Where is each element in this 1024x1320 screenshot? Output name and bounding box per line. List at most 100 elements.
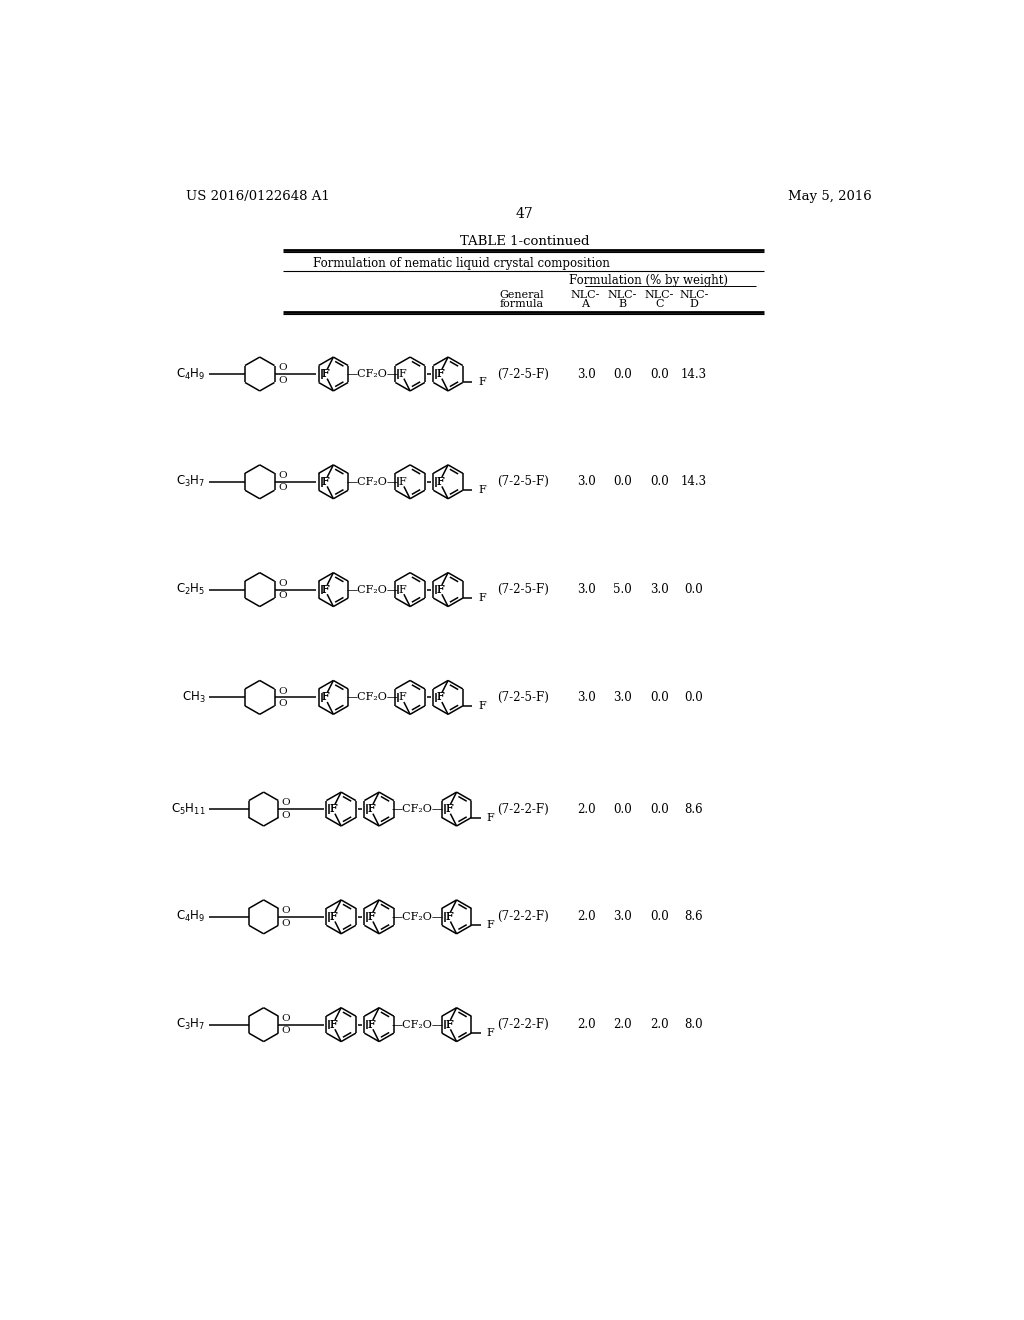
Text: 5.0: 5.0	[613, 583, 632, 597]
Text: TABLE 1-continued: TABLE 1-continued	[460, 235, 590, 248]
Text: F: F	[322, 585, 330, 594]
Text: F: F	[436, 693, 444, 702]
Text: D: D	[689, 298, 698, 309]
Text: B: B	[618, 298, 627, 309]
Text: F: F	[368, 1019, 375, 1030]
Text: F: F	[445, 912, 453, 921]
Text: O: O	[279, 471, 287, 480]
Text: Formulation of nematic liquid crystal composition: Formulation of nematic liquid crystal co…	[312, 256, 609, 269]
Text: $\mathregular{CH_3}$: $\mathregular{CH_3}$	[182, 690, 206, 705]
Text: $\mathregular{C_4H_9}$: $\mathregular{C_4H_9}$	[176, 909, 206, 924]
Text: 2.0: 2.0	[578, 911, 596, 924]
Text: O: O	[282, 799, 290, 808]
Text: O: O	[282, 1014, 290, 1023]
Text: formula: formula	[500, 298, 544, 309]
Text: F: F	[478, 378, 486, 388]
Text: 0.0: 0.0	[613, 367, 632, 380]
Text: (7-2-2-F): (7-2-2-F)	[498, 911, 549, 924]
Text: F: F	[322, 370, 330, 379]
Text: 3.0: 3.0	[613, 911, 632, 924]
Text: (7-2-2-F): (7-2-2-F)	[498, 803, 549, 816]
Text: 8.6: 8.6	[684, 803, 703, 816]
Text: (7-2-2-F): (7-2-2-F)	[498, 1018, 549, 1031]
Text: —CF₂O—: —CF₂O—	[346, 477, 398, 487]
Text: O: O	[282, 919, 290, 928]
Text: 0.0: 0.0	[650, 911, 669, 924]
Text: F: F	[322, 693, 330, 702]
Text: F: F	[398, 370, 407, 379]
Text: F: F	[330, 804, 337, 814]
Text: F: F	[486, 920, 495, 931]
Text: 0.0: 0.0	[650, 475, 669, 488]
Text: F: F	[486, 1028, 495, 1038]
Text: O: O	[279, 579, 287, 587]
Text: (7-2-5-F): (7-2-5-F)	[498, 367, 549, 380]
Text: A: A	[582, 298, 589, 309]
Text: O: O	[279, 363, 287, 372]
Text: F: F	[330, 912, 337, 921]
Text: F: F	[368, 912, 375, 921]
Text: O: O	[282, 810, 290, 820]
Text: F: F	[368, 804, 375, 814]
Text: (7-2-5-F): (7-2-5-F)	[498, 583, 549, 597]
Text: May 5, 2016: May 5, 2016	[788, 190, 872, 203]
Text: F: F	[398, 693, 407, 702]
Text: C: C	[655, 298, 664, 309]
Text: 3.0: 3.0	[578, 690, 596, 704]
Text: F: F	[330, 912, 337, 921]
Text: F: F	[398, 585, 407, 594]
Text: 14.3: 14.3	[681, 367, 707, 380]
Text: F: F	[368, 912, 375, 921]
Text: F: F	[436, 370, 444, 379]
Text: 2.0: 2.0	[578, 1018, 596, 1031]
Text: 2.0: 2.0	[578, 803, 596, 816]
Text: F: F	[478, 486, 486, 495]
Text: 47: 47	[516, 207, 534, 220]
Text: 2.0: 2.0	[650, 1018, 669, 1031]
Text: O: O	[279, 376, 287, 384]
Text: F: F	[445, 804, 453, 814]
Text: $\mathregular{C_4H_9}$: $\mathregular{C_4H_9}$	[176, 367, 206, 381]
Text: F: F	[478, 593, 486, 603]
Text: 3.0: 3.0	[578, 583, 596, 597]
Text: 3.0: 3.0	[650, 583, 669, 597]
Text: $\mathregular{C_5H_{11}}$: $\mathregular{C_5H_{11}}$	[171, 801, 206, 817]
Text: $\mathregular{C_3H_7}$: $\mathregular{C_3H_7}$	[176, 1018, 206, 1032]
Text: F: F	[322, 693, 330, 702]
Text: 0.0: 0.0	[650, 367, 669, 380]
Text: F: F	[322, 370, 330, 379]
Text: US 2016/0122648 A1: US 2016/0122648 A1	[186, 190, 330, 203]
Text: F: F	[330, 1019, 337, 1030]
Text: 3.0: 3.0	[578, 367, 596, 380]
Text: F: F	[322, 585, 330, 594]
Text: O: O	[282, 907, 290, 915]
Text: —CF₂O—: —CF₂O—	[346, 370, 398, 379]
Text: F: F	[445, 912, 453, 921]
Text: F: F	[436, 585, 444, 594]
Text: 8.0: 8.0	[684, 1018, 703, 1031]
Text: F: F	[436, 585, 444, 594]
Text: —CF₂O—: —CF₂O—	[392, 1019, 443, 1030]
Text: F: F	[486, 813, 495, 822]
Text: O: O	[279, 483, 287, 492]
Text: $\mathregular{C_3H_7}$: $\mathregular{C_3H_7}$	[176, 474, 206, 490]
Text: F: F	[445, 1019, 453, 1030]
Text: $\mathregular{C_2H_5}$: $\mathregular{C_2H_5}$	[176, 582, 206, 597]
Text: NLC-: NLC-	[645, 290, 675, 301]
Text: 3.0: 3.0	[578, 475, 596, 488]
Text: 0.0: 0.0	[613, 803, 632, 816]
Text: F: F	[478, 701, 486, 711]
Text: 3.0: 3.0	[613, 690, 632, 704]
Text: O: O	[279, 591, 287, 601]
Text: —CF₂O—: —CF₂O—	[392, 804, 443, 814]
Text: F: F	[436, 477, 444, 487]
Text: F: F	[445, 804, 453, 814]
Text: F: F	[322, 477, 330, 487]
Text: —CF₂O—: —CF₂O—	[392, 912, 443, 921]
Text: 0.0: 0.0	[650, 803, 669, 816]
Text: —CF₂O—: —CF₂O—	[346, 585, 398, 594]
Text: NLC-: NLC-	[570, 290, 600, 301]
Text: Formulation (% by weight): Formulation (% by weight)	[569, 273, 728, 286]
Text: —CF₂O—: —CF₂O—	[346, 693, 398, 702]
Text: F: F	[330, 804, 337, 814]
